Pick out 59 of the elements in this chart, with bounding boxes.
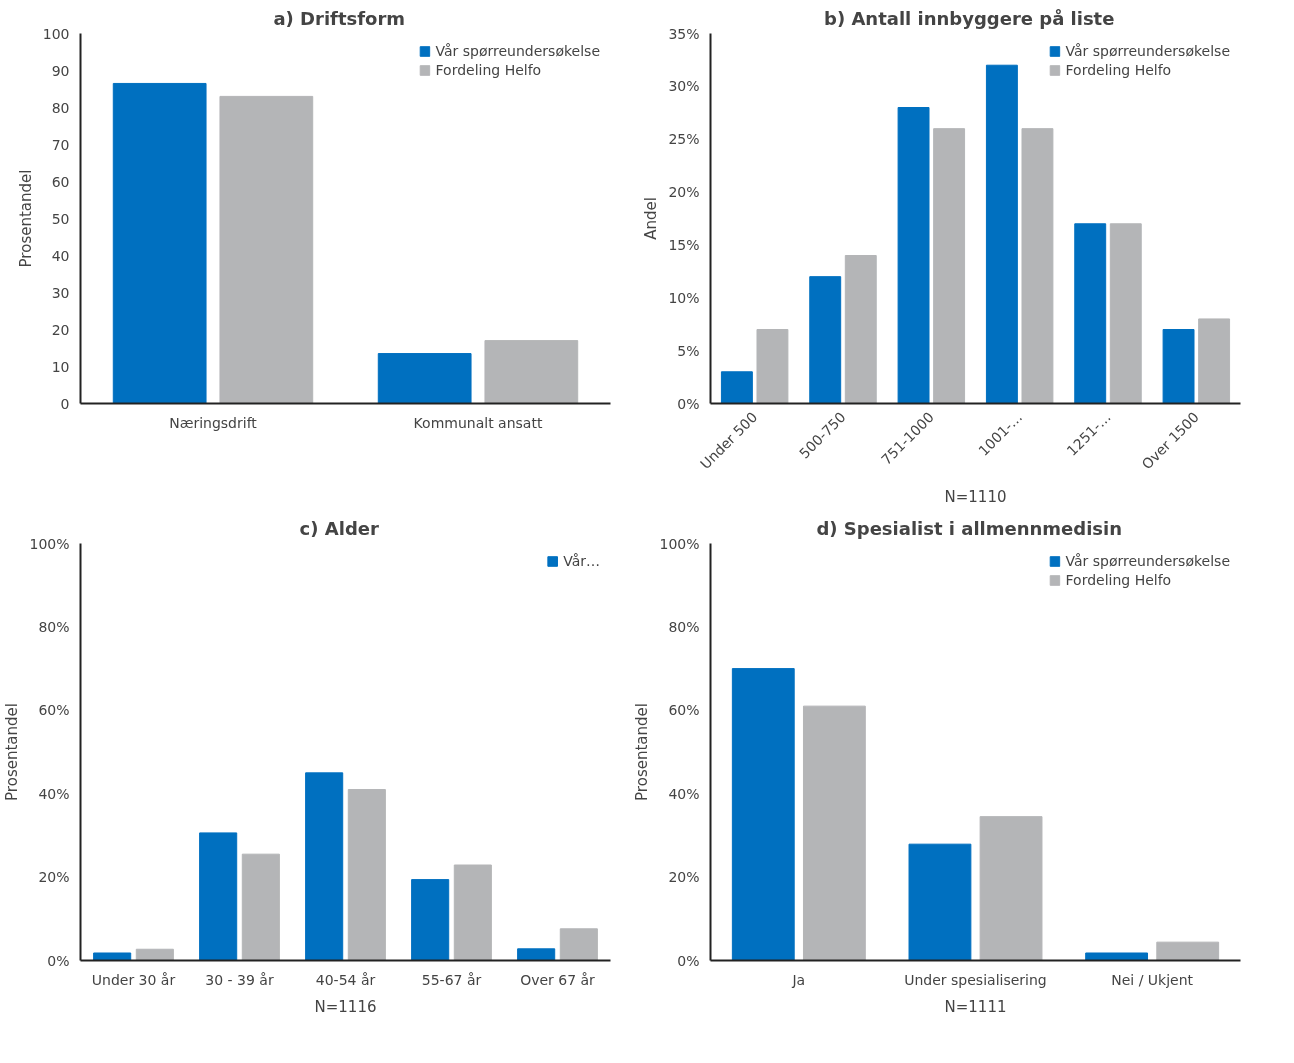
legend-label: Fordeling Helfo <box>1065 572 1172 588</box>
y-tick-label: 60 <box>51 173 70 190</box>
y-tick-label: 20% <box>668 869 700 886</box>
y-tick-label: 10% <box>668 289 700 306</box>
text: N=1116 <box>314 997 377 1016</box>
legend-label: Vår spørreundersøkelse <box>1065 43 1230 59</box>
y-tick-label: 30% <box>668 78 700 95</box>
y-tick-label: 80% <box>668 618 700 635</box>
y-tick-label: 0% <box>677 395 700 412</box>
chart-title: c) Alder <box>299 517 379 539</box>
x-tick-label: Kommunalt ansatt <box>413 414 543 431</box>
y-axis-title: Prosentandel <box>633 703 652 801</box>
y-axis-title: Andel <box>642 197 661 240</box>
y-tick-label: 80% <box>38 618 70 635</box>
text: N=1110 <box>944 487 1007 506</box>
chart-title: a) Driftsform <box>273 7 406 29</box>
chart-title: b) Antall innbyggere på liste <box>824 7 1115 29</box>
y-tick-label: 20% <box>668 184 700 201</box>
y-tick-label: 5% <box>677 342 700 359</box>
x-tick-label: Ja <box>791 971 806 988</box>
y-axis-title: Prosentandel <box>16 169 35 268</box>
y-tick-label: 40% <box>38 785 70 802</box>
y-tick-label: 0 <box>60 395 70 412</box>
x-tick-label: Under 30 år <box>91 971 176 988</box>
x-tick-label: Under spesialisering <box>904 971 1047 988</box>
x-tick-label: 55-67 år <box>421 971 482 988</box>
y-tick-label: 100% <box>659 535 700 552</box>
y-axis-title: Prosentandel <box>3 703 22 801</box>
y-tick-label: 100 <box>42 25 70 42</box>
x-tick-label: 40-54 år <box>315 971 376 988</box>
y-tick-label: 0% <box>47 952 70 969</box>
y-tick-label: 70 <box>51 136 70 153</box>
y-tick-label: 40 <box>51 247 70 264</box>
chart-title: d) Spesialist i allmennmedisin <box>816 517 1123 539</box>
y-tick-label: 40% <box>668 785 700 802</box>
x-tick-label: Næringsdrift <box>169 414 258 431</box>
y-tick-label: 90 <box>51 62 70 79</box>
x-tick-label: Over 67 år <box>520 971 596 988</box>
y-tick-label: 20 <box>51 321 70 338</box>
y-tick-label: 15% <box>668 236 700 253</box>
y-tick-label: 60% <box>668 702 700 719</box>
x-tick-label: 30 - 39 år <box>205 971 274 988</box>
y-tick-label: 10 <box>51 358 70 375</box>
y-tick-label: 0% <box>677 952 700 969</box>
y-tick-label: 25% <box>668 131 700 148</box>
y-tick-label: 50 <box>51 210 70 227</box>
legend-label: Vår spørreundersøkelse <box>435 43 600 59</box>
legend-label: Vår… <box>563 553 600 569</box>
x-tick-label: Nei / Ukjent <box>1111 971 1194 988</box>
text: N=1111 <box>944 997 1007 1016</box>
legend-label: Fordeling Helfo <box>1065 62 1172 78</box>
y-tick-label: 80 <box>51 99 70 116</box>
legend-label: Fordeling Helfo <box>435 62 542 78</box>
y-tick-label: 60% <box>38 702 70 719</box>
legend-label: Vår spørreundersøkelse <box>1065 553 1230 569</box>
y-tick-label: 30 <box>51 284 70 301</box>
y-tick-label: 100% <box>29 535 70 552</box>
y-tick-label: 20% <box>38 869 70 886</box>
y-tick-label: 35% <box>668 25 700 42</box>
